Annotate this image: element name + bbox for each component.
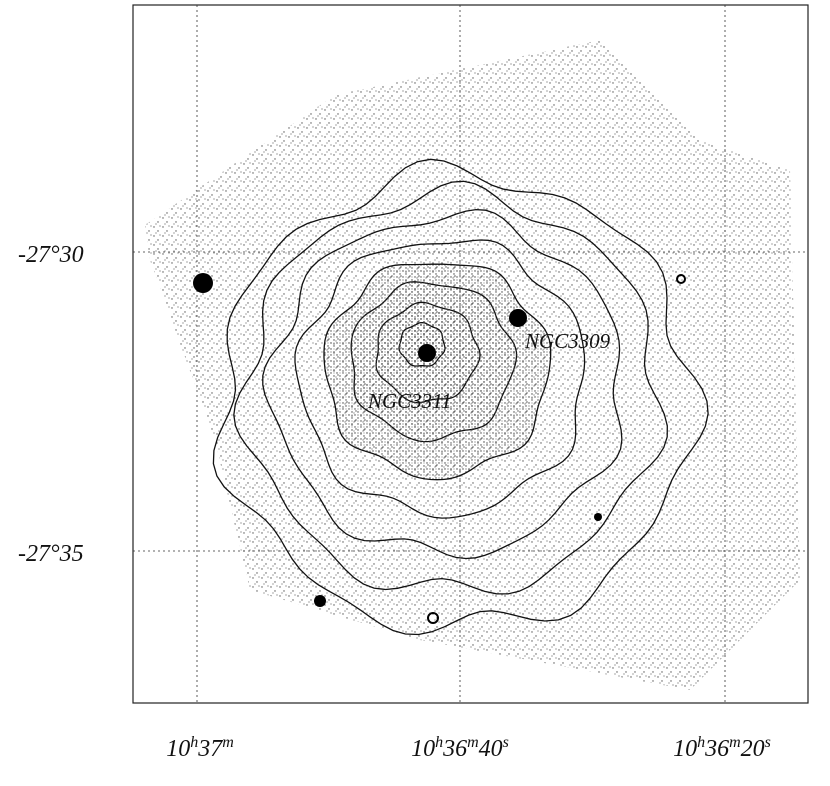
annotation: NGC3309 bbox=[524, 329, 611, 353]
x-tick-label: 10h37m bbox=[166, 734, 234, 762]
contours bbox=[212, 158, 709, 636]
y-tick-label: -27°35 bbox=[18, 541, 84, 567]
contour bbox=[323, 263, 552, 481]
y-tick-label: -27°30 bbox=[18, 242, 84, 268]
label-part: m bbox=[467, 734, 479, 751]
label-part: m bbox=[729, 734, 741, 751]
label-part: 10 bbox=[411, 736, 435, 762]
label-part: 36 bbox=[704, 736, 729, 762]
point-sources bbox=[193, 273, 686, 624]
label-part: s bbox=[503, 734, 509, 751]
contour bbox=[233, 180, 668, 595]
label-part: s bbox=[765, 734, 771, 751]
label-part: h bbox=[435, 734, 443, 751]
x-tick-label: 10h36m20s bbox=[673, 734, 771, 762]
label-part: 10 bbox=[166, 736, 190, 762]
contour bbox=[262, 208, 623, 560]
label-part: h bbox=[190, 734, 198, 751]
label-part: h bbox=[697, 734, 705, 751]
contour bbox=[294, 239, 586, 519]
label-part: m bbox=[222, 734, 234, 751]
annotation: NGC3311 bbox=[367, 389, 452, 413]
x-tick-labels: 10h37m 10h36m40s 10h36m20s bbox=[166, 734, 771, 762]
label-part: 20 bbox=[741, 736, 765, 762]
label-part: 37 bbox=[197, 736, 223, 762]
x-tick-label: 10h36m40s bbox=[411, 734, 509, 762]
label-part: 10 bbox=[673, 736, 697, 762]
contour bbox=[212, 158, 709, 636]
label-part: 36 bbox=[442, 736, 467, 762]
label-part: 40 bbox=[479, 736, 503, 762]
